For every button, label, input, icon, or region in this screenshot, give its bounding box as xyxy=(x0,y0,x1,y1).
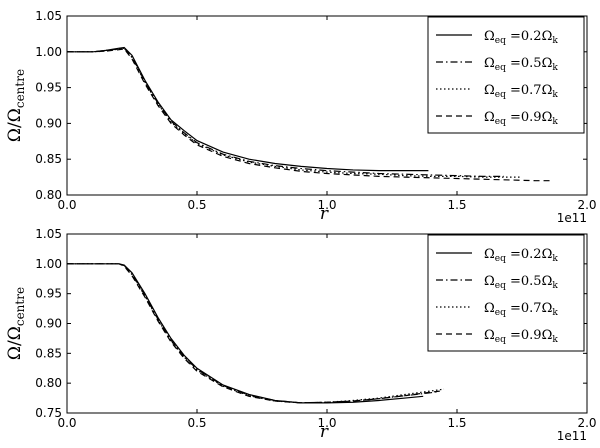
legend-box xyxy=(427,16,585,134)
legend-label-3: Ωeq =0.7Ωk xyxy=(484,301,558,318)
legend-label-3: Ωeq =0.7Ωk xyxy=(484,83,558,100)
y-tick-label: 0.80 xyxy=(35,376,62,390)
y-tick-label: 0.80 xyxy=(35,188,62,202)
series-line-1 xyxy=(67,46,429,172)
legend: Ωeq =0.2Ωk Ωeq =0.5Ωk Ωeq =0.7Ωk Ωeq =0.9Ωk xyxy=(427,234,585,352)
series-line-1 xyxy=(67,263,424,404)
x-tick-label: 2.0 xyxy=(577,198,596,212)
plot-panel-1: 0.0 0.5 1.0 1.5 2.0 0.80 0.85 0.90 0.95 1.00 1.05 r… xyxy=(5,9,597,225)
x-offset-label: 1e11 xyxy=(557,429,587,443)
series-line-3 xyxy=(67,263,445,404)
y-axis-label: Ω/Ωcentre xyxy=(5,69,27,142)
y-axis-label-main: Ω/Ω xyxy=(5,108,25,142)
y-axis-label-main: Ω/Ω xyxy=(5,326,25,360)
x-axis-label: r xyxy=(320,204,329,224)
legend-label-2: Ωeq =0.5Ωk xyxy=(484,274,558,291)
series-line-2 xyxy=(67,263,439,404)
legend-label-2: Ωeq =0.5Ωk xyxy=(484,56,558,73)
y-axis-label: Ω/Ωcentre xyxy=(5,287,27,360)
y-tick-label: 0.90 xyxy=(35,116,62,130)
series-line-4 xyxy=(67,263,442,404)
series-line-3 xyxy=(67,47,522,178)
series-line-2 xyxy=(67,47,504,177)
y-tick-label: 0.75 xyxy=(35,406,62,420)
x-tick-label: 0.0 xyxy=(57,416,76,430)
x-tick-label: 0.5 xyxy=(187,416,206,430)
y-tick-label: 1.05 xyxy=(35,9,62,23)
plot-panel-2: 0.0 0.5 1.0 1.5 2.0 0.75 0.80 0.85 0.90 0.95 1.00 1… xyxy=(5,227,597,443)
y-axis-label-sub: centre xyxy=(13,69,27,108)
x-offset-label: 1e11 xyxy=(557,211,587,225)
legend-label-4: Ωeq =0.9Ωk xyxy=(484,328,558,345)
legend-label-1: Ωeq =0.2Ωk xyxy=(484,29,558,46)
y-tick-label: 1.00 xyxy=(35,257,62,271)
x-tick-label: 1.0 xyxy=(317,416,336,430)
legend-label-1: Ωeq =0.2Ωk xyxy=(484,247,558,264)
x-tick-label: 1.5 xyxy=(447,198,466,212)
x-tick-label: 2.0 xyxy=(577,416,596,430)
y-tick-label: 0.90 xyxy=(35,317,62,331)
legend-box xyxy=(427,234,585,352)
x-tick-label: 0.0 xyxy=(57,198,76,212)
y-tick-label: 1.05 xyxy=(35,227,62,241)
x-tick-label: 1.5 xyxy=(447,416,466,430)
x-tick-label: 0.5 xyxy=(187,198,206,212)
y-axis-label-sub: centre xyxy=(13,287,27,326)
x-tick-label: 1.0 xyxy=(317,198,336,212)
series-line-4 xyxy=(67,48,554,182)
y-tick-label: 0.95 xyxy=(35,287,62,301)
legend: Ωeq =0.2Ωk Ωeq =0.5Ωk Ωeq =0.7Ωk Ωeq =0.9Ωk xyxy=(427,16,585,134)
legend-label-4: Ωeq =0.9Ωk xyxy=(484,110,558,127)
y-tick-label: 0.95 xyxy=(35,81,62,95)
y-tick-label: 0.85 xyxy=(35,152,62,166)
y-tick-label: 0.85 xyxy=(35,346,62,360)
x-axis-label: r xyxy=(320,422,329,442)
y-tick-label: 1.00 xyxy=(35,45,62,59)
